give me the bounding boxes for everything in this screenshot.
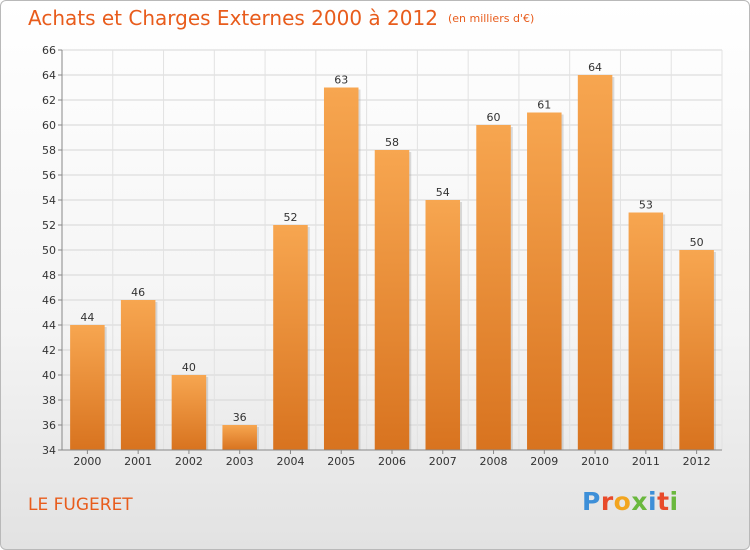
- bar[interactable]: [476, 125, 511, 450]
- bar-value-label: 53: [639, 199, 653, 212]
- bar-value-label: 40: [182, 361, 196, 374]
- x-tick-label: 2008: [480, 455, 508, 468]
- x-tick-label: 2005: [327, 455, 355, 468]
- x-tick-label: 2007: [429, 455, 457, 468]
- bar-value-label: 44: [80, 311, 94, 324]
- x-tick-label: 2010: [581, 455, 609, 468]
- chart-title-text: Achats et Charges Externes 2000 à 2012: [28, 6, 438, 30]
- bar[interactable]: [273, 225, 308, 450]
- bar[interactable]: [171, 375, 207, 450]
- bar[interactable]: [628, 212, 664, 451]
- x-tick-label: 2000: [73, 455, 101, 468]
- y-tick-label: 34: [42, 444, 56, 457]
- bar[interactable]: [120, 300, 156, 450]
- proxiti-logo[interactable]: Proxiti: [582, 487, 679, 516]
- y-tick-label: 50: [42, 244, 56, 257]
- x-tick-label: 2011: [632, 455, 660, 468]
- chart-title: Achats et Charges Externes 2000 à 2012 (e…: [28, 6, 534, 30]
- bar-value-label: 58: [385, 136, 399, 149]
- bar[interactable]: [374, 150, 410, 450]
- chart-subtitle: (en milliers d'€): [447, 12, 535, 25]
- y-tick-label: 54: [42, 194, 56, 207]
- bar-value-label: 61: [537, 99, 551, 112]
- bar[interactable]: [70, 325, 105, 450]
- bar-value-label: 50: [690, 236, 704, 249]
- y-tick-label: 58: [42, 144, 56, 157]
- bar-value-label: 36: [233, 411, 247, 424]
- bar[interactable]: [679, 250, 714, 450]
- x-tick-label: 2001: [124, 455, 152, 468]
- bar[interactable]: [222, 425, 257, 450]
- bar-value-label: 63: [334, 74, 348, 87]
- y-tick-label: 52: [42, 219, 56, 232]
- bar[interactable]: [425, 200, 461, 450]
- logo-letter: o: [613, 487, 632, 516]
- logo-letter: i: [648, 487, 658, 516]
- x-tick-label: 2002: [175, 455, 203, 468]
- bars: 44 46 40 36 52 63 58 54 60 61 64 53 50: [70, 61, 716, 450]
- y-tick-label: 44: [42, 319, 56, 332]
- y-tick-label: 36: [42, 419, 56, 432]
- logo-letter: x: [631, 487, 648, 516]
- y-tick-label: 62: [42, 94, 56, 107]
- x-tick-label: 2009: [530, 455, 558, 468]
- logo-letter: r: [600, 487, 614, 516]
- x-tick-label: 2006: [378, 455, 406, 468]
- bar-value-label: 60: [487, 111, 501, 124]
- y-tick-label: 60: [42, 119, 56, 132]
- y-tick-label: 46: [42, 294, 56, 307]
- y-tick-label: 40: [42, 369, 56, 382]
- bar[interactable]: [527, 112, 562, 451]
- place-name: LE FUGERET: [28, 495, 133, 515]
- bar-value-label: 64: [588, 61, 602, 74]
- bar[interactable]: [323, 87, 359, 451]
- logo-letter: P: [582, 487, 601, 516]
- logo-letter: i: [669, 487, 679, 516]
- bar-value-label: 46: [131, 286, 145, 299]
- x-tick-label: 2012: [683, 455, 711, 468]
- bar-value-label: 52: [283, 211, 297, 224]
- bar-value-label: 54: [436, 186, 450, 199]
- y-tick-label: 38: [42, 394, 56, 407]
- y-tick-label: 56: [42, 169, 56, 182]
- y-tick-label: 64: [42, 69, 56, 82]
- bar[interactable]: [577, 75, 613, 450]
- y-tick-label: 66: [42, 44, 56, 57]
- y-tick-label: 48: [42, 269, 56, 282]
- axes: 34 36 38 40 42 44 46 48 50 52 54 56 58 60 62 64 66 2000 20…: [42, 44, 722, 468]
- y-tick-label: 42: [42, 344, 56, 357]
- x-tick-label: 2003: [226, 455, 254, 468]
- logo-letter: t: [657, 487, 670, 516]
- x-tick-label: 2004: [276, 455, 304, 468]
